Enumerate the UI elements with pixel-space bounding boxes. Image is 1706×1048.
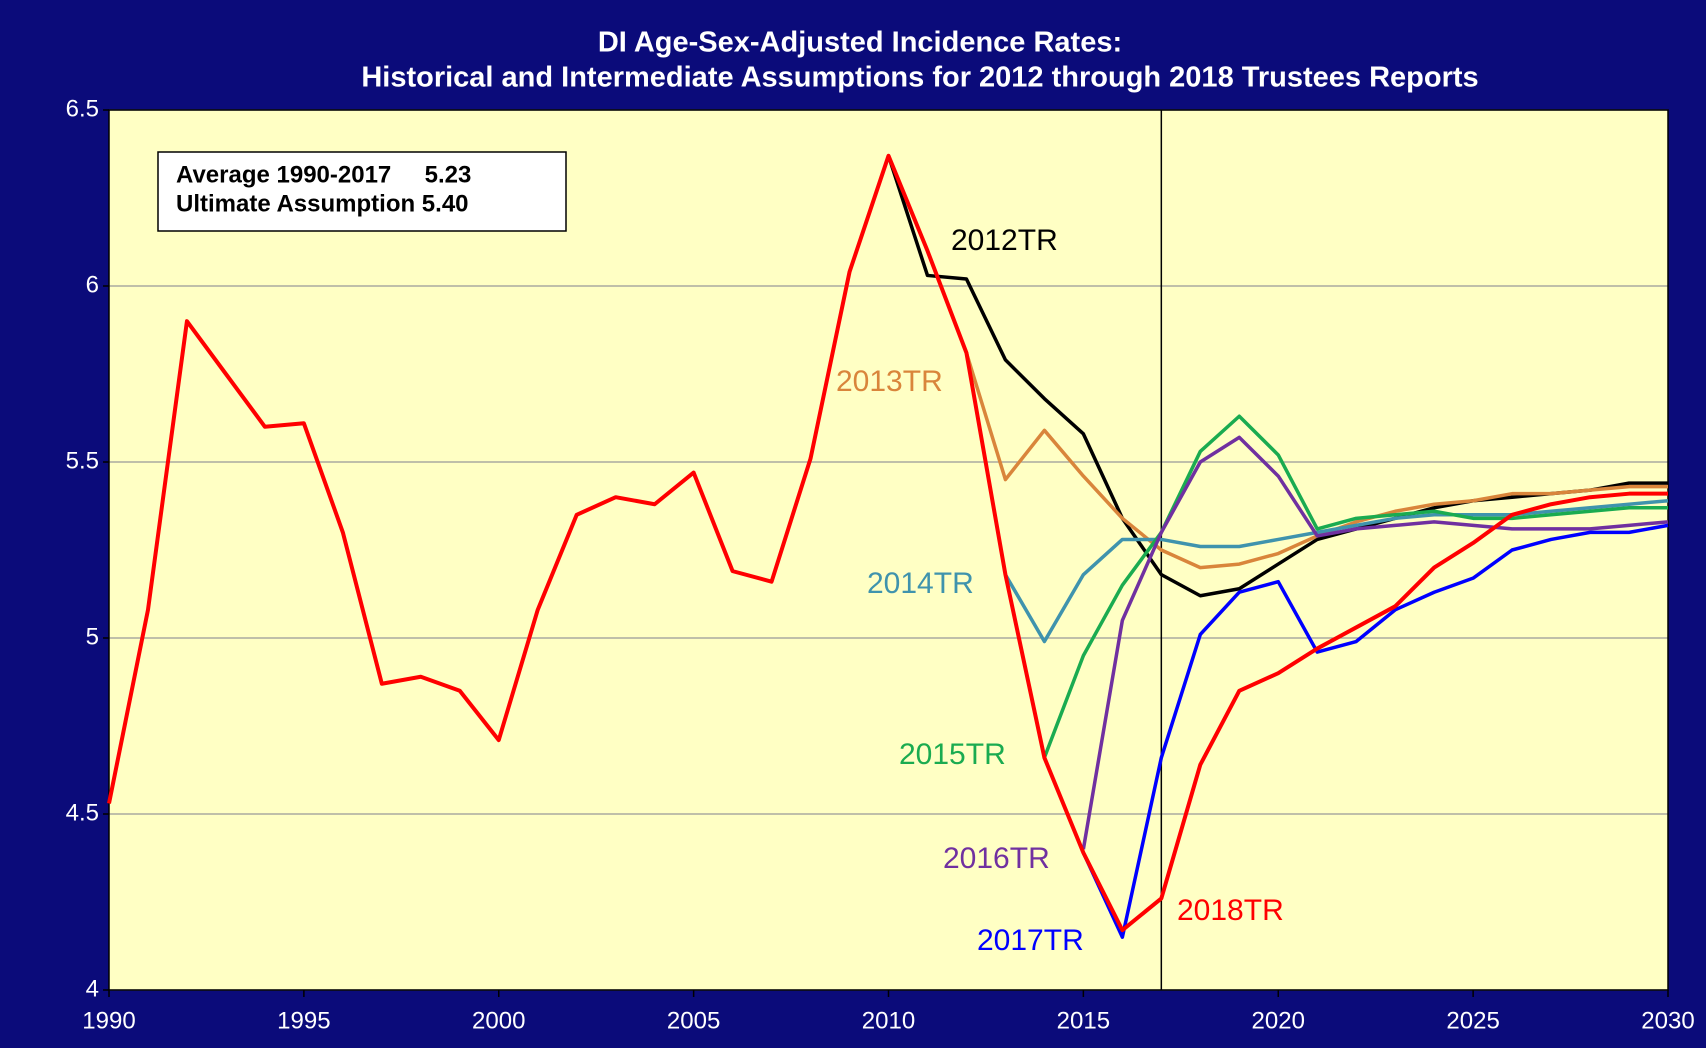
series-line: [1081, 523, 1669, 939]
y-tick-label: 6: [86, 271, 99, 298]
y-tick-label: 4.5: [66, 799, 99, 826]
x-tick-label: 2015: [1057, 1007, 1110, 1034]
x-tick-label: 2030: [1641, 1007, 1694, 1034]
series-label: 2018TR: [1177, 894, 1284, 927]
series-line: [1042, 414, 1668, 759]
annotation: Average 1990-2017 5.23: [176, 161, 471, 188]
series-label: 2015TR: [899, 738, 1006, 771]
chart-title: DI Age-Sex-Adjusted Incidence Rates:: [598, 27, 1122, 59]
plot-area: [109, 110, 1668, 990]
x-tick-label: 1995: [277, 1007, 330, 1034]
series-label: 2014TR: [867, 567, 974, 600]
series-label: 2012TR: [951, 224, 1058, 257]
x-tick-label: 2000: [472, 1007, 525, 1034]
annotation-box: [157, 151, 567, 232]
plot-frame: [108, 109, 1669, 991]
y-tick-label: 6.5: [66, 95, 99, 122]
x-tick-label: 2020: [1252, 1007, 1305, 1034]
x-tick-label: 2005: [667, 1007, 720, 1034]
y-tick-label: 4: [86, 975, 99, 1002]
series-line: [1081, 435, 1669, 850]
x-tick-label: 2025: [1446, 1007, 1499, 1034]
x-tick-label: 1990: [82, 1007, 135, 1034]
y-tick-label: 5.5: [66, 447, 99, 474]
y-tick-label: 5: [86, 623, 99, 650]
series-label: 2017TR: [977, 924, 1084, 957]
series-line: [1003, 498, 1669, 644]
annotation: Ultimate Assumption 5.40: [176, 190, 469, 217]
series-line: [107, 153, 1668, 933]
chart-subtitle: Historical and Intermediate Assumptions …: [361, 62, 1478, 94]
series-label: 2016TR: [943, 842, 1050, 875]
series-label: 2013TR: [836, 365, 943, 398]
x-tick-label: 2010: [862, 1007, 915, 1034]
